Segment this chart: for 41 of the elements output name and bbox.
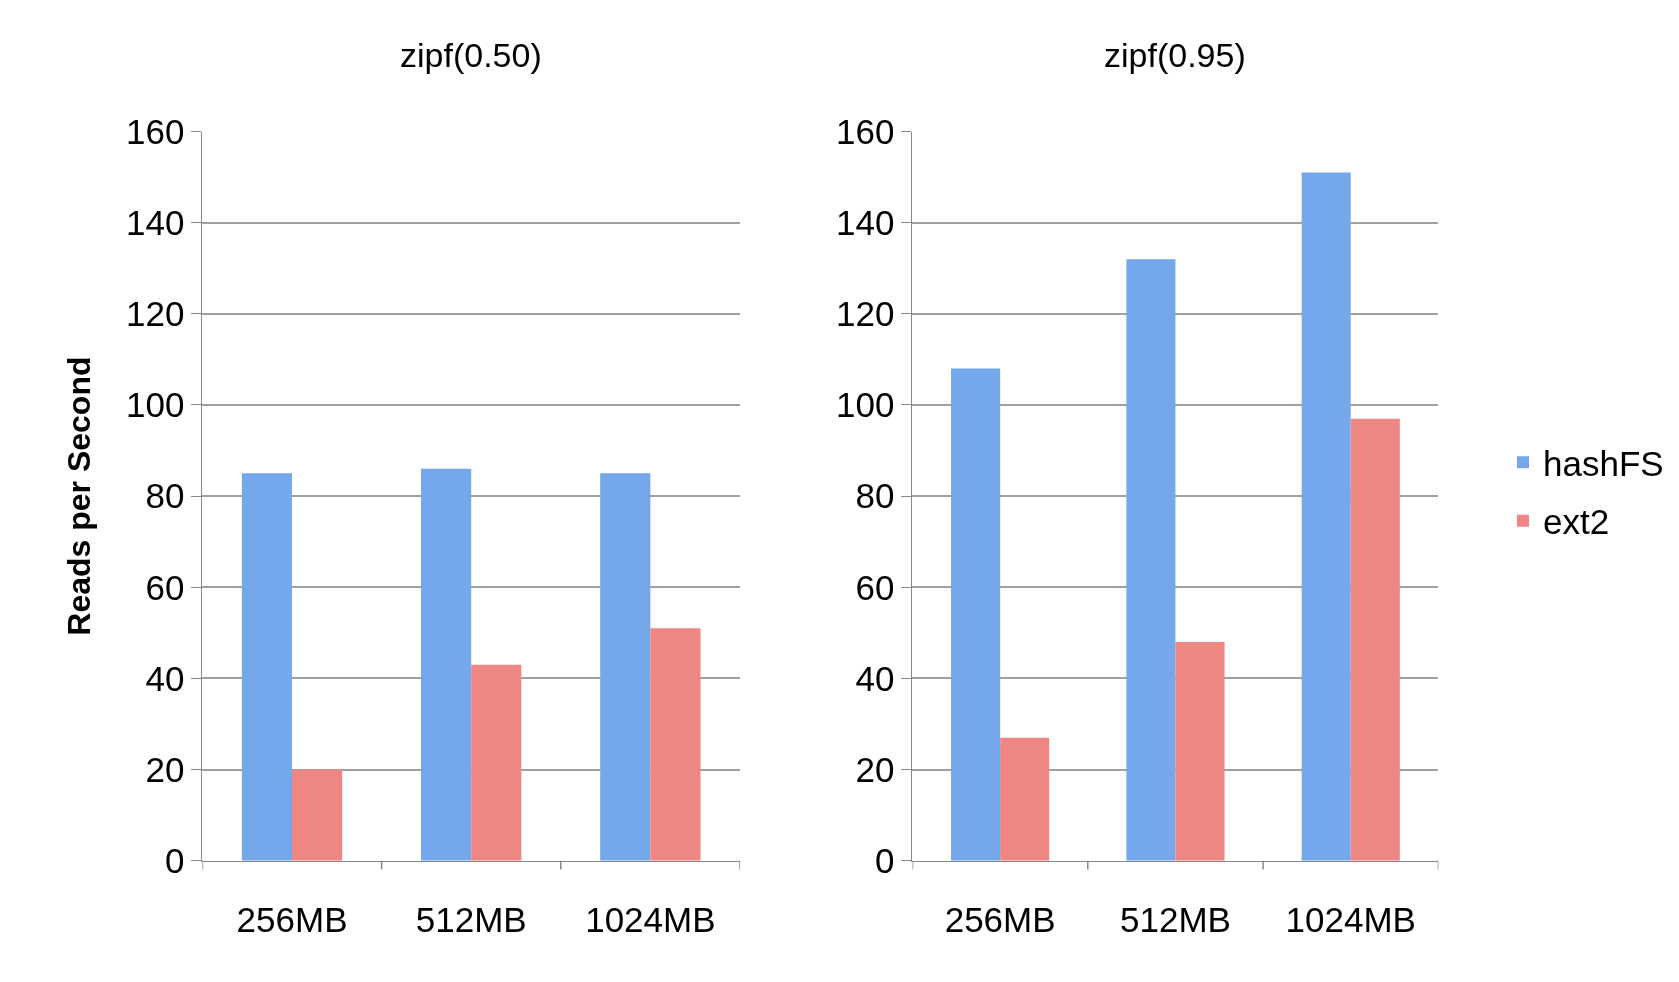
bar bbox=[471, 664, 522, 861]
legend-label: ext2 bbox=[1543, 502, 1610, 542]
bar bbox=[1301, 172, 1351, 861]
y-tick-label: 20 bbox=[855, 749, 895, 789]
bar bbox=[292, 769, 343, 861]
bar bbox=[600, 473, 651, 861]
y-tick-label: 80 bbox=[855, 476, 895, 516]
x-tick-label: 1024MB bbox=[1285, 899, 1416, 939]
y-tick-label: 0 bbox=[164, 840, 185, 880]
y-tick-label: 120 bbox=[126, 294, 185, 334]
y-tick-label: 80 bbox=[145, 476, 185, 516]
y-tick-label: 140 bbox=[836, 202, 895, 242]
bar bbox=[1350, 418, 1400, 861]
y-tick-label: 100 bbox=[126, 385, 185, 425]
y-tick-label: 140 bbox=[126, 202, 185, 242]
y-axis-title: Reads per Second bbox=[61, 356, 98, 636]
x-tick-label: 512MB bbox=[415, 899, 527, 939]
legend-label: hashFS bbox=[1543, 443, 1664, 483]
y-tick-label: 160 bbox=[126, 111, 185, 151]
bar bbox=[951, 368, 1001, 861]
bar bbox=[1000, 737, 1050, 861]
x-tick-label: 256MB bbox=[944, 899, 1056, 939]
y-tick-label: 40 bbox=[855, 658, 895, 698]
y-tick-label: 60 bbox=[855, 567, 895, 607]
bar bbox=[421, 468, 472, 861]
y-tick-label: 20 bbox=[145, 749, 185, 789]
bar bbox=[650, 628, 701, 861]
y-tick-label: 120 bbox=[836, 294, 895, 334]
x-tick-label: 512MB bbox=[1119, 899, 1231, 939]
y-tick-label: 160 bbox=[836, 111, 895, 151]
bar bbox=[1126, 259, 1176, 861]
bar bbox=[241, 473, 293, 861]
bar bbox=[1175, 641, 1225, 861]
y-tick-label: 100 bbox=[836, 385, 895, 425]
chart-title: zipf(0.95) bbox=[1104, 36, 1246, 74]
y-tick-label: 40 bbox=[145, 658, 185, 698]
chart-title: zipf(0.50) bbox=[400, 36, 542, 74]
x-tick-label: 1024MB bbox=[585, 899, 716, 939]
y-tick-label: 0 bbox=[875, 840, 895, 880]
x-tick-label: 256MB bbox=[236, 899, 348, 939]
y-tick-label: 60 bbox=[145, 567, 185, 607]
